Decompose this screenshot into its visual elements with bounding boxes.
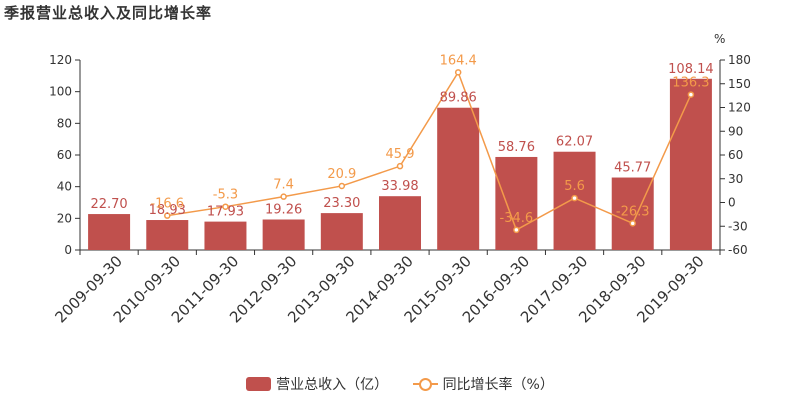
growth-value-label: -26.3 [616,204,650,219]
growth-point [280,193,287,200]
bar [204,221,247,250]
growth-value-label: -16.6 [150,197,184,212]
growth-value-label: -5.3 [213,188,238,203]
bar-value-label: 45.77 [614,161,651,176]
bar-value-label: 33.98 [381,179,418,194]
legend-label-growth: 同比增长率（%） [442,377,554,393]
bar-value-label: 62.07 [556,135,593,150]
growth-point [513,226,520,234]
bar [262,219,305,250]
legend: 营业总收入（亿） 同比增长率（%） [0,374,800,395]
legend-item-growth[interactable]: 同比增长率（%） [412,374,554,394]
growth-value-label: 164.4 [440,53,477,68]
bar [669,78,712,250]
bar-value-label: 17.93 [207,205,244,220]
bar-value-label: 19.26 [265,203,302,218]
bar [437,107,480,250]
y-right-tick-label: 0 [728,196,736,210]
y-right-tick-label: 60 [728,148,743,162]
y-right-tick-label: 90 [728,124,743,138]
growth-line [167,70,692,231]
bar [88,214,131,250]
y-right-tick-label: -30 [728,219,748,233]
growth-point [571,194,578,202]
growth-value-label: 136.3 [672,76,709,91]
bar-value-label: 18.93 [149,203,186,218]
growth-value-label: -34.6 [500,211,534,226]
y-right-tick-label: 180 [728,53,751,67]
chart-title: 季报营业总收入及同比增长率 [4,4,213,22]
y-left-tick-label: 0 [64,243,72,257]
bar-value-label: 22.70 [90,197,127,212]
bar-value-label: 89.86 [440,91,477,106]
growth-point [629,220,636,227]
growth-point [164,212,171,219]
growth-point [222,203,229,210]
legend-label-revenue: 营业总收入（亿） [276,377,389,393]
bar-value-label: 23.30 [323,196,360,211]
bar [379,196,421,250]
y-left-tick-label: 40 [57,180,72,194]
y-right-unit-label: % [714,32,725,46]
y-left-tick-label: 60 [57,148,72,162]
y-right-tick-label: 30 [728,172,743,186]
legend-item-revenue[interactable]: 营业总收入（亿） [246,374,388,394]
bar-value-label: 58.76 [498,140,535,155]
bar [495,156,538,250]
y-left-tick-label: 80 [57,116,72,130]
y-left-tick-label: 20 [57,211,72,225]
bar [146,220,189,250]
y-left-tick-label: 100 [49,85,72,99]
bar-value-label: 108.14 [668,62,714,77]
y-right-tick-label: 120 [728,101,751,115]
growth-value-label: 45.9 [386,147,415,162]
growth-point [687,91,695,98]
growth-point [338,182,346,190]
bar [320,213,363,250]
growth-value-label: 7.4 [273,178,294,193]
y-right-tick-label: -60 [728,243,748,257]
legend-line-swatch [412,377,438,391]
y-right-tick-label: 150 [728,77,751,91]
legend-bar-swatch [246,377,272,391]
y-left-tick-label: 120 [49,53,72,67]
chart: 0 20 40 60 80 100 120 -60 -30 0 30 60 90 120 150 180% 20… [49,32,751,326]
growth-value-label: 5.6 [564,179,585,194]
bar [611,177,654,250]
growth-point [396,162,404,170]
growth-value-label: 20.9 [327,167,356,182]
growth-point [454,69,462,76]
